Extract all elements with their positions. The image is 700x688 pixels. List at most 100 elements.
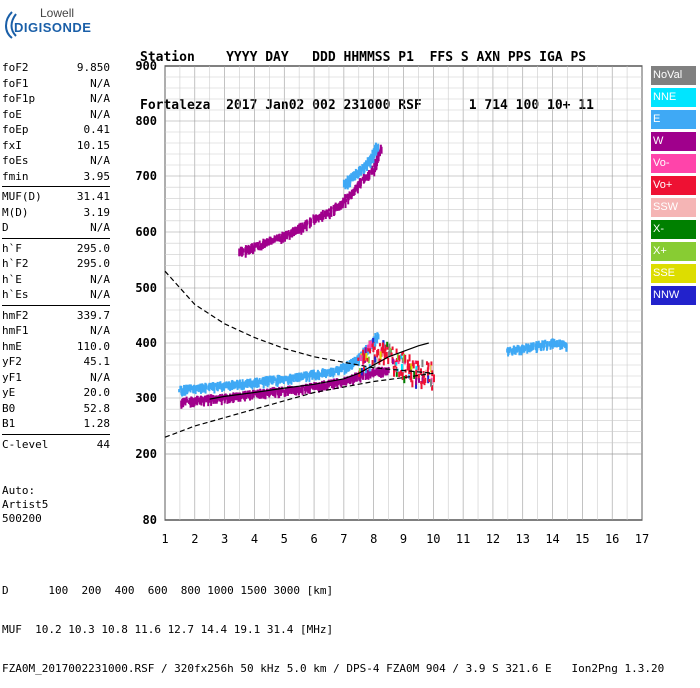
trace-point [319, 385, 321, 389]
trace-point [191, 398, 193, 406]
trace-point [318, 371, 320, 376]
x-tick-label: 12 [486, 532, 500, 546]
trace-point [386, 342, 388, 347]
trace-point [369, 348, 371, 353]
trace-point [203, 398, 205, 404]
trace-point [382, 370, 384, 377]
trace-point [318, 215, 320, 218]
trace-point [330, 207, 332, 211]
trace-point [374, 343, 376, 347]
trace-point [264, 239, 266, 247]
x-tick-label: 16 [605, 532, 619, 546]
trace-point [322, 368, 324, 375]
y-tick-label: 400 [135, 336, 157, 350]
trace-point [306, 220, 308, 226]
x-tick-label: 11 [456, 532, 470, 546]
trace-point [365, 347, 367, 354]
trace-point [273, 237, 275, 241]
trace-point [536, 345, 538, 353]
y-tick-label: 80 [143, 513, 157, 527]
trace-point [393, 369, 395, 376]
trace-point [298, 387, 300, 391]
trace-point [261, 243, 263, 250]
trace-point [259, 241, 261, 244]
legend-nne: NNE [651, 88, 696, 107]
footer-info: D 100 200 400 600 800 1000 1500 3000 [km… [2, 558, 664, 688]
trace-point [400, 370, 402, 376]
trace-point [517, 345, 519, 350]
trace-point [262, 392, 264, 396]
trace-point [292, 227, 294, 234]
trace-point [186, 399, 188, 403]
legend-vo-: Vo- [651, 154, 696, 173]
y-tick-label: 700 [135, 169, 157, 183]
trace-point [214, 385, 216, 390]
trace-point [375, 335, 377, 341]
trace-point [312, 214, 314, 219]
trace-point [424, 378, 426, 383]
trace-point [377, 349, 379, 355]
footer-file: FZA0M_2017002231000.RSF / 320fx256h 50 k… [2, 662, 664, 675]
trace-point [307, 386, 309, 393]
x-tick-label: 7 [340, 532, 347, 546]
trace-point [279, 234, 281, 240]
trace-point [384, 345, 386, 352]
trace-point [401, 352, 403, 355]
trace-point [292, 375, 294, 380]
trace-point [395, 362, 397, 365]
legend-vo-: Vo+ [651, 176, 696, 195]
trace-point [369, 170, 371, 175]
trace-point [242, 248, 244, 255]
trace-point [380, 145, 382, 152]
trace-point [204, 383, 206, 390]
trace-point [398, 372, 400, 378]
trace-point [300, 223, 302, 229]
trace-point [281, 232, 283, 236]
legend-nnw: NNW [651, 286, 696, 305]
trace-point [234, 381, 236, 388]
trace-point [315, 217, 317, 221]
trace-point [404, 355, 406, 363]
trace-point [190, 384, 192, 389]
trace-point [337, 367, 339, 375]
x-tick-label: 15 [575, 532, 589, 546]
trace-point [286, 234, 288, 238]
trace-point [341, 379, 343, 385]
trace-point [396, 349, 398, 354]
trace-point [324, 210, 326, 217]
trace-point [398, 355, 400, 361]
trace-point [433, 374, 435, 382]
trace-point [372, 370, 374, 377]
trace-point [411, 380, 413, 387]
trace-point [252, 382, 254, 390]
trace-point [546, 341, 548, 345]
trace-point [221, 385, 223, 392]
trace-point [550, 343, 552, 350]
trace-point [412, 360, 414, 366]
trace-point [566, 343, 568, 348]
ionogram-chart: 1 2 3 4 5 6 7 8 9 10 11 12 13 14 15 16 17802003004005006… [0, 0, 700, 600]
trace-point [417, 361, 419, 366]
trace-point [392, 359, 394, 365]
trace-point [521, 345, 523, 350]
trace-point [226, 383, 228, 388]
legend-x-: X- [651, 220, 696, 239]
trace-point [427, 365, 429, 370]
trace-point [335, 368, 337, 373]
trace-point [296, 373, 298, 380]
y-tick-label: 500 [135, 281, 157, 295]
trace-point [283, 377, 285, 384]
trace-point [245, 392, 247, 398]
trace-point [409, 354, 411, 361]
trace-point [360, 355, 362, 361]
trace-point [238, 382, 240, 388]
trace-point [206, 395, 208, 399]
trace-point [420, 371, 422, 375]
trace-point [253, 393, 255, 397]
trace-point [347, 194, 349, 200]
trace-point [431, 366, 433, 371]
trace-point [309, 218, 311, 226]
legend-w: W [651, 132, 696, 151]
x-tick-label: 2 [191, 532, 198, 546]
trace-point [302, 387, 304, 392]
